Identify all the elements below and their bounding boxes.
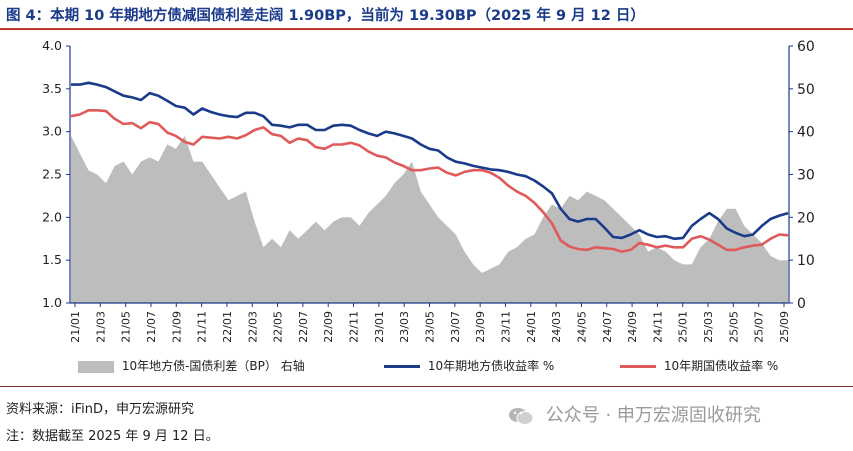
x-axis-tick-label: 23/07 [449, 311, 462, 343]
x-axis-tick-label: 24/03 [550, 311, 563, 343]
legend-label-treasury: 10年期国债收益率 % [663, 359, 779, 373]
chart-title: 图 4：本期 10 年期地方债减国债利差走阔 1.90BP，当前为 19.30B… [6, 8, 645, 24]
legend-item-local: 10年期地方债收益率 % [384, 357, 554, 374]
date-note: 注：数据截至 2025 年 9 月 12 日。 [6, 429, 219, 444]
x-axis-tick-label: 21/11 [196, 311, 209, 343]
spread-area [71, 135, 788, 303]
x-axis-tick-label: 22/03 [246, 311, 259, 343]
right-axis-tick-label: 50 [797, 82, 815, 98]
legend-swatch-spread [78, 360, 114, 373]
treasury-yield-line [70, 109, 789, 253]
watermark: 公众号 · 申万宏源固收研究 [508, 401, 761, 427]
local-bond-yield-line [71, 81, 789, 241]
x-axis-tick-label: 21/09 [170, 311, 183, 343]
x-axis-tick-label: 25/07 [753, 311, 766, 343]
title-bar: 图 4：本期 10 年期地方债减国债利差走阔 1.90BP，当前为 19.30B… [0, 0, 853, 30]
x-axis-tick-label: 23/09 [474, 311, 487, 343]
left-axis-tick-label: 2.0 [42, 209, 62, 224]
legend-label-local: 10年期地方债收益率 % [427, 359, 555, 373]
x-axis-tick-label: 21/03 [94, 311, 107, 343]
x-axis-tick-label: 25/05 [727, 311, 740, 343]
legend-swatch-local [384, 365, 420, 368]
chart-canvas: 1.0 1.5 2.0 2.5 3.0 3.5 4.0 0 10 20 30 40 50 60 21/01 2… [42, 38, 815, 343]
watermark-text: 公众号 · 申万宏源固收研究 [545, 405, 761, 426]
left-axis-tick-label: 1.0 [42, 295, 62, 310]
legend-swatch-treasury [620, 365, 656, 368]
x-axis-tick-label: 25/03 [702, 311, 715, 343]
left-axis-tick-label: 3.0 [42, 124, 62, 139]
left-axis-tick-label: 2.5 [42, 167, 62, 182]
right-axis-tick-label: 20 [797, 210, 815, 226]
x-axis-tick-label: 23/11 [499, 311, 512, 343]
right-axis-tick-label: 10 [797, 253, 815, 269]
legend-item-spread: 10年地方债-国债利差（BP） 右轴 [78, 357, 305, 374]
right-axis-tick-label: 60 [797, 39, 815, 55]
left-axis-tick-label: 1.5 [42, 252, 62, 267]
left-axis-tick-label: 4.0 [42, 38, 62, 53]
x-axis-tick-label: 24/01 [525, 311, 538, 343]
footer-divider [0, 386, 853, 387]
x-axis-tick-label: 21/01 [69, 311, 82, 343]
right-axis-tick-label: 30 [797, 168, 815, 184]
legend-item-treasury: 10年期国债收益率 % [620, 357, 778, 374]
right-axis-tick-label: 40 [797, 125, 815, 141]
x-axis-tick-label: 22/09 [322, 311, 335, 343]
x-axis-tick-label: 25/01 [677, 311, 690, 343]
legend-label-spread: 10年地方债-国债利差（BP） 右轴 [121, 359, 305, 373]
x-axis-tick-label: 22/01 [221, 311, 234, 343]
x-axis-tick-label: 21/07 [145, 311, 158, 343]
x-axis-tick-label: 22/05 [272, 311, 285, 343]
wechat-icon [509, 408, 534, 425]
x-axis-tick-label: 24/11 [651, 311, 664, 343]
x-axis-tick-label: 23/01 [373, 311, 386, 343]
x-axis-tick-label: 22/07 [297, 311, 310, 343]
x-axis-tick-label: 24/07 [601, 311, 614, 343]
x-axis-tick-label: 22/11 [348, 311, 361, 343]
x-axis-tick-label: 24/05 [575, 311, 588, 343]
right-axis-tick-label: 0 [797, 296, 806, 312]
x-axis-tick-label: 23/05 [424, 311, 437, 343]
x-axis-tick-label: 21/05 [120, 311, 133, 343]
x-axis-tick-label: 23/03 [398, 311, 411, 343]
x-axis-tick-label: 24/09 [626, 311, 639, 343]
x-axis-tick-label: 25/09 [778, 311, 791, 343]
left-axis-tick-label: 3.5 [42, 81, 62, 96]
source-note: 资料来源：iFinD，申万宏源研究 [6, 402, 195, 417]
